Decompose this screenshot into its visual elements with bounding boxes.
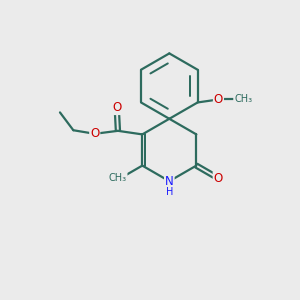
Text: CH₃: CH₃ <box>234 94 252 104</box>
Text: O: O <box>214 93 223 106</box>
Text: O: O <box>112 101 122 114</box>
Text: H: H <box>166 187 173 196</box>
Text: N: N <box>165 175 174 188</box>
Text: O: O <box>214 172 223 185</box>
Text: CH₃: CH₃ <box>109 173 127 183</box>
Text: O: O <box>90 127 99 140</box>
